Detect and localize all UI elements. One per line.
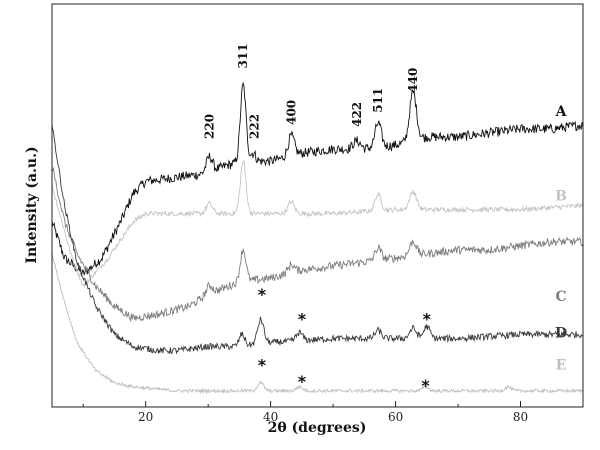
x-tick-label: 60 <box>388 410 403 424</box>
star-marker: * <box>258 285 267 304</box>
x-axis-title: 2θ (degrees) <box>268 420 367 436</box>
y-axis-title: Intensity (a.u.) <box>24 146 40 263</box>
peak-label-422: 422 <box>350 102 364 127</box>
series-line-C <box>51 166 584 323</box>
x-tick-label: 20 <box>138 410 153 424</box>
series-label-D: D <box>555 325 567 341</box>
annotation-layer: 220 311 222 400 422 511 440 * * * * * * A B C D E <box>202 43 567 394</box>
star-marker: * <box>258 356 267 375</box>
peak-label-222: 222 <box>247 114 261 139</box>
series-line-E <box>51 252 584 395</box>
peak-label-511: 511 <box>371 88 385 113</box>
peak-label-400: 400 <box>284 100 298 125</box>
series-line-A <box>51 81 584 277</box>
plot-frame <box>51 3 584 408</box>
peak-label-311: 311 <box>236 43 250 68</box>
star-marker: * <box>423 309 432 328</box>
series-label-A: A <box>555 104 568 120</box>
series-line-B <box>51 160 584 289</box>
axis-layer: 20 40 60 80 <box>82 401 584 424</box>
series-label-C: C <box>556 289 567 305</box>
series-label-B: B <box>555 188 567 204</box>
series-label-E: E <box>556 358 567 374</box>
series-line-D <box>51 124 584 355</box>
star-marker: * <box>421 376 430 395</box>
series-layer <box>51 81 584 395</box>
peak-label-220: 220 <box>202 114 216 139</box>
star-marker: * <box>298 372 307 391</box>
star-marker: * <box>298 309 307 328</box>
peak-label-440: 440 <box>406 68 420 93</box>
x-tick-label: 40 <box>263 410 278 424</box>
x-tick-label: 80 <box>513 410 528 424</box>
